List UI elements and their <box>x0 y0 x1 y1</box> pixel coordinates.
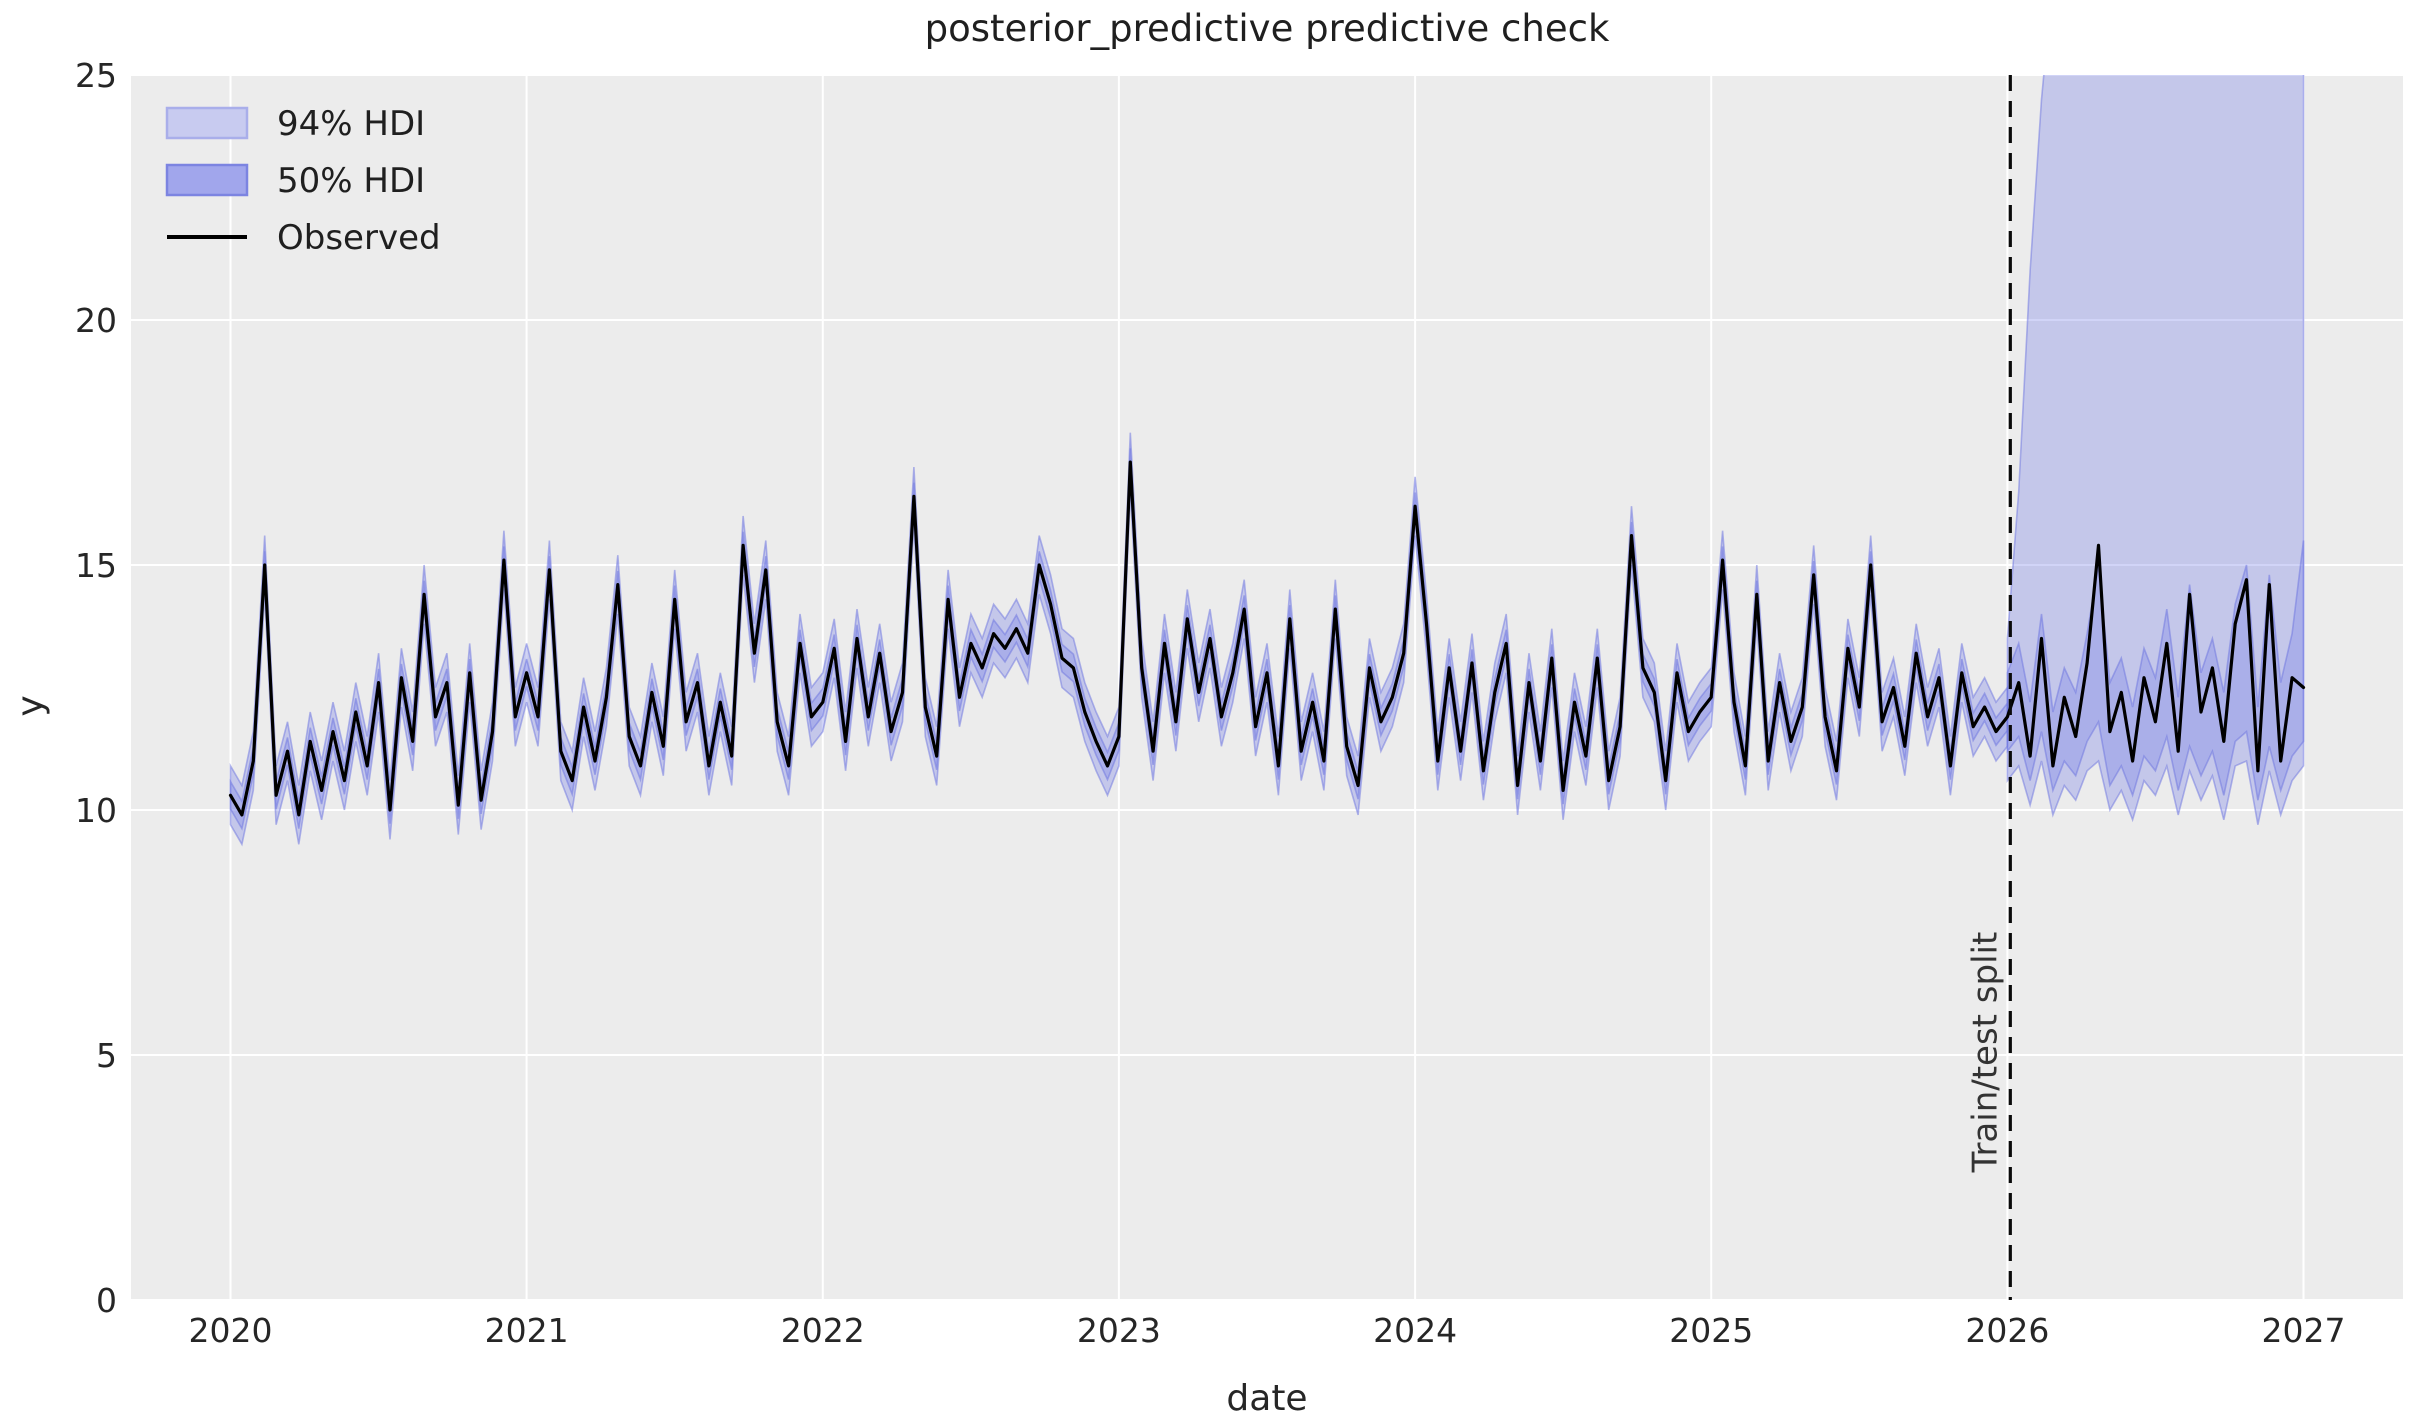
observed-line <box>228 460 2306 817</box>
legend: 94% HDI 50% HDI Observed <box>165 104 441 258</box>
x-tick-2021: 2021 <box>485 1311 569 1350</box>
x-tick-2026: 2026 <box>1965 1311 2049 1350</box>
y-tick-5: 5 <box>96 1036 117 1075</box>
legend-label-94-hdi: 94% HDI <box>277 104 425 144</box>
x-tick-2020: 2020 <box>189 1311 273 1350</box>
legend-swatch-94-hdi <box>165 106 249 140</box>
y-tick-0: 0 <box>96 1281 117 1320</box>
legend-label-50-hdi: 50% HDI <box>277 161 425 201</box>
y-tick-labels: 0 5 10 15 20 25 <box>75 56 117 1320</box>
x-tick-2027: 2027 <box>2262 1311 2346 1350</box>
y-tick-20: 20 <box>75 301 117 340</box>
band-94-hdi-forecast <box>2006 75 2305 825</box>
legend-label-observed: Observed <box>277 218 441 258</box>
x-tick-2022: 2022 <box>781 1311 865 1350</box>
y-tick-15: 15 <box>75 546 117 585</box>
plot-content <box>228 75 2306 1300</box>
x-tick-2023: 2023 <box>1077 1311 1161 1350</box>
train-test-split-label: Train/test split <box>1965 932 2005 1174</box>
y-axis-label: y <box>10 695 51 716</box>
legend-swatch-50-hdi <box>165 163 249 197</box>
x-axis-label: date <box>1226 1378 1307 1419</box>
y-tick-10: 10 <box>75 791 117 830</box>
chart-title: posterior_predictive predictive check <box>925 7 1610 50</box>
x-tick-2024: 2024 <box>1373 1311 1457 1350</box>
y-tick-25: 25 <box>75 56 117 95</box>
x-tick-2025: 2025 <box>1669 1311 1753 1350</box>
x-tick-labels: 2020 2021 2022 2023 2024 2025 2026 2027 <box>189 1311 2346 1350</box>
